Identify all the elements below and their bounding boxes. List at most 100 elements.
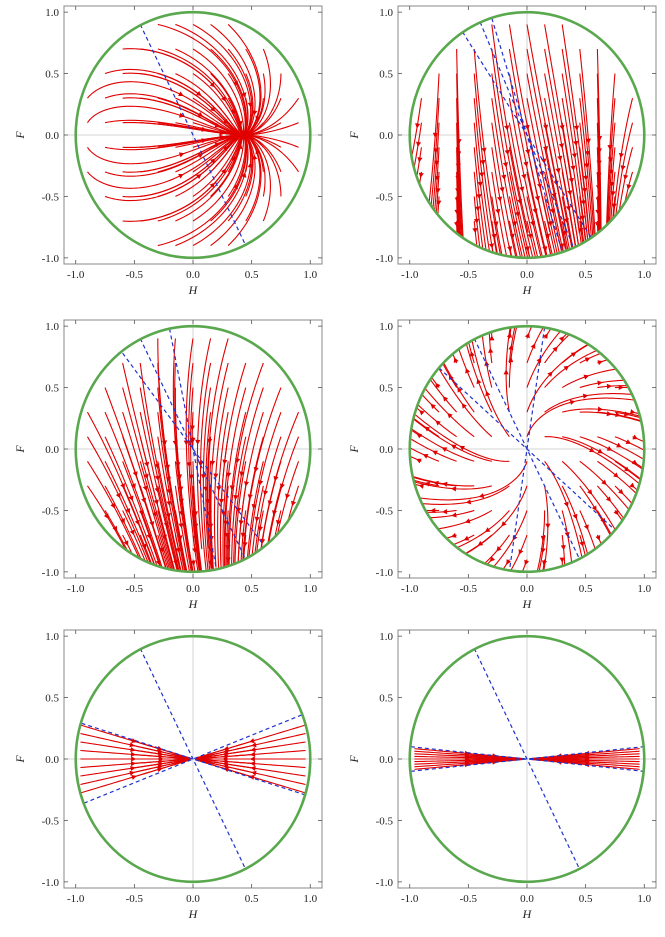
separatrix-dashed-line [508, 327, 546, 571]
streamline-arrowhead [514, 211, 520, 217]
streamline-arrowhead [178, 91, 184, 97]
streamline-arrowhead [472, 227, 478, 234]
y-axis-label: F [13, 445, 27, 454]
streamline [473, 220, 478, 246]
streamline-arrowhead [178, 522, 184, 529]
streamline-arrowhead [493, 221, 499, 227]
streamline-arrowhead [499, 187, 505, 193]
streamline-arrowhead [530, 343, 536, 349]
streamline-arrowhead [532, 208, 538, 214]
x-tick-label: -0.5 [126, 269, 144, 281]
streamlines [87, 23, 300, 247]
streamline-arrowhead [129, 770, 135, 776]
streamline-arrowhead [543, 145, 549, 152]
streamline-arrowhead [491, 233, 497, 240]
streamline-arrowhead [569, 399, 576, 405]
streamline-arrowhead [149, 521, 155, 527]
boundary-circle [408, 10, 646, 260]
y-tick-label: 0.5 [45, 693, 59, 705]
streamline-arrowhead [478, 493, 485, 499]
x-tick-label: 0.5 [245, 893, 259, 905]
separatrix-dashed-line [139, 648, 247, 870]
x-tick-label: 0.5 [579, 583, 593, 595]
separatrix-dashed-line [473, 648, 581, 870]
streamline-arrowhead [166, 500, 172, 507]
separatrix-dashed-line [410, 746, 644, 772]
streamline-arrowhead [477, 181, 483, 187]
streamline-arrowhead [597, 406, 603, 412]
y-tick-label: 0.5 [379, 693, 393, 705]
streamline-arrowhead [571, 153, 577, 159]
streamline-arrowhead [521, 174, 527, 180]
x-tick-label: -1.0 [401, 893, 419, 905]
x-tick-label: 0.0 [186, 269, 200, 281]
streamline-arrowhead [143, 473, 149, 480]
streamline-arrowhead [456, 139, 462, 145]
streamline-arrowhead [430, 403, 436, 410]
streamline-arrowhead [221, 96, 226, 102]
streamline-arrowhead [517, 199, 523, 205]
streamline-arrowhead [504, 149, 510, 156]
y-tick-label: -0.5 [42, 191, 60, 203]
streamline-arrowhead [435, 382, 441, 389]
streamline [437, 196, 440, 215]
y-tick-label: -1.0 [42, 567, 60, 579]
y-tick-label: 0.0 [45, 444, 59, 456]
streamline-arrowhead [152, 511, 158, 518]
streamline-arrowhead [465, 367, 471, 374]
y-tick-label: -0.5 [376, 191, 394, 203]
streamline-arrowhead [496, 546, 502, 552]
x-tick-label: 0.5 [245, 583, 259, 595]
separatrix-dashed-line [83, 714, 303, 804]
streamline-arrowhead [606, 383, 612, 389]
streamline-arrowhead [209, 460, 216, 466]
streamline-arrowhead [623, 174, 629, 181]
streamline-arrowhead [583, 374, 590, 380]
panel-bottom-left: -1.0 -0.5 0.0 0.5 1.0 -1.0 -0.5 0.0 0.5 1.0 H F [13, 629, 323, 921]
streamline-arrowhead [584, 150, 591, 157]
streamline-arrowhead [161, 534, 167, 541]
streamline-arrowhead [164, 464, 171, 470]
separatrix-dashed-line [81, 722, 305, 796]
y-axis-label: F [13, 131, 27, 140]
streamline-arrowhead [578, 227, 584, 234]
streamline-arrowhead [561, 230, 567, 237]
y-tick-label: 0.0 [45, 754, 59, 766]
streamline-arrowhead [502, 162, 509, 168]
streamline-arrowhead [563, 365, 570, 371]
streamline-arrowhead [190, 560, 196, 566]
x-tick-label: 0.0 [520, 269, 534, 281]
streamline-arrowhead [480, 159, 486, 166]
streamline-arrowhead [451, 532, 457, 538]
streamline-arrowhead [537, 183, 543, 189]
streamline-arrowhead [216, 486, 222, 492]
streamlines [409, 326, 645, 572]
streamline-arrowhead [573, 125, 580, 131]
y-tick-label: -1.0 [376, 877, 394, 889]
streamline-arrowhead [163, 522, 169, 528]
streamline-arrowhead [459, 445, 466, 451]
separatrix-dashed-line [122, 352, 264, 546]
streamline-arrowhead [291, 500, 297, 507]
streamline-arrowhead [607, 145, 613, 151]
panel-top-right: -1.0 -0.5 0.0 0.5 1.0 -1.0 -0.5 0.0 0.5 1.0 H F [347, 5, 657, 297]
y-tick-label: 1.0 [45, 631, 59, 643]
streamline-arrowhead [579, 541, 585, 547]
streamline-arrowhead [186, 462, 192, 468]
y-tick-label: 0.5 [45, 69, 59, 81]
y-tick-label: 0.5 [379, 69, 393, 81]
streamline-arrowhead [130, 761, 136, 767]
streamline-arrowhead [442, 509, 448, 515]
streamline-arrowhead [249, 756, 255, 762]
streamline-arrowhead [632, 434, 638, 440]
streamline-arrowhead [596, 136, 603, 142]
x-tick-label: -1.0 [67, 893, 85, 905]
streamline-arrowhead [243, 481, 250, 487]
streamline [421, 394, 440, 413]
streamline-arrowhead [489, 335, 495, 341]
streamlines [86, 338, 300, 572]
streamline-arrowhead [540, 535, 546, 542]
streamline-arrowhead [416, 458, 422, 464]
streamline-arrowhead [240, 133, 246, 139]
